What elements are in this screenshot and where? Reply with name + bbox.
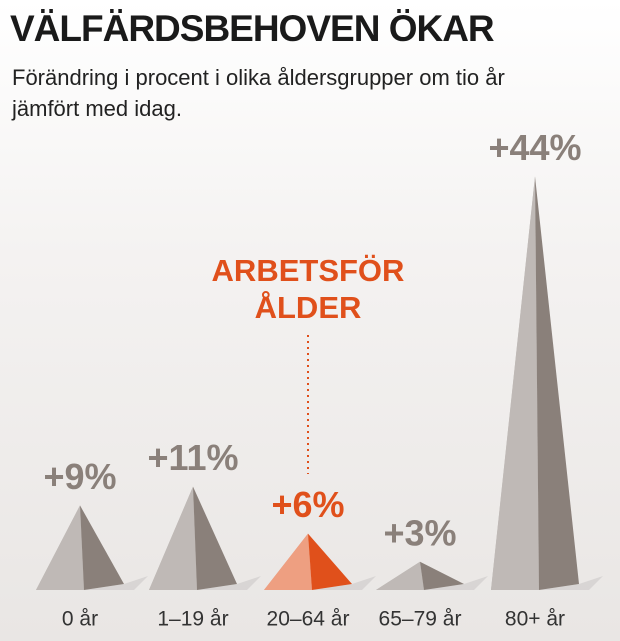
pyramid-left-face [491,176,539,590]
pyramid-left-face-light [376,561,424,590]
pyramid-left-face [376,561,424,590]
value-label: +11% [147,437,238,478]
x-tick-label: 20–64 år [267,608,350,631]
chart-subtitle: Förändring i procent i olika åldersgrupp… [12,65,505,121]
x-tick-label: 1–19 år [157,608,228,631]
pyramid-right-face [420,561,464,590]
shadow [84,576,148,590]
shadow [197,576,261,590]
pyramid-left-face [36,505,84,590]
shadow [539,576,603,590]
value-label: +6% [271,484,344,525]
pyramid-right-face [193,486,237,590]
shadow [312,576,376,590]
x-tick-label: 80+ år [505,608,565,631]
value-label: +3% [383,512,456,553]
value-label: +9% [43,456,116,497]
pyramid-right-face [80,505,124,590]
shadow [424,576,488,590]
value-label: +44% [488,127,581,168]
x-tick-label: 0 år [62,608,98,631]
pyramid-right-face [308,533,352,590]
chart-title: VÄLFÄRDSBEHOVEN ÖKAR [10,8,495,49]
pyramid-left-face-light [491,176,539,590]
pyramid-left-face [264,533,312,590]
pyramid-right-face [535,176,579,590]
pyramid-left-face [149,486,197,590]
pyramid-left-face-light [149,486,197,590]
annotation: ARBETSFÖR ÅLDER [211,253,405,325]
pyramid-left-face-light [264,533,312,590]
pyramid-left-face-light [36,505,84,590]
x-tick-label: 65–79 år [379,608,462,631]
